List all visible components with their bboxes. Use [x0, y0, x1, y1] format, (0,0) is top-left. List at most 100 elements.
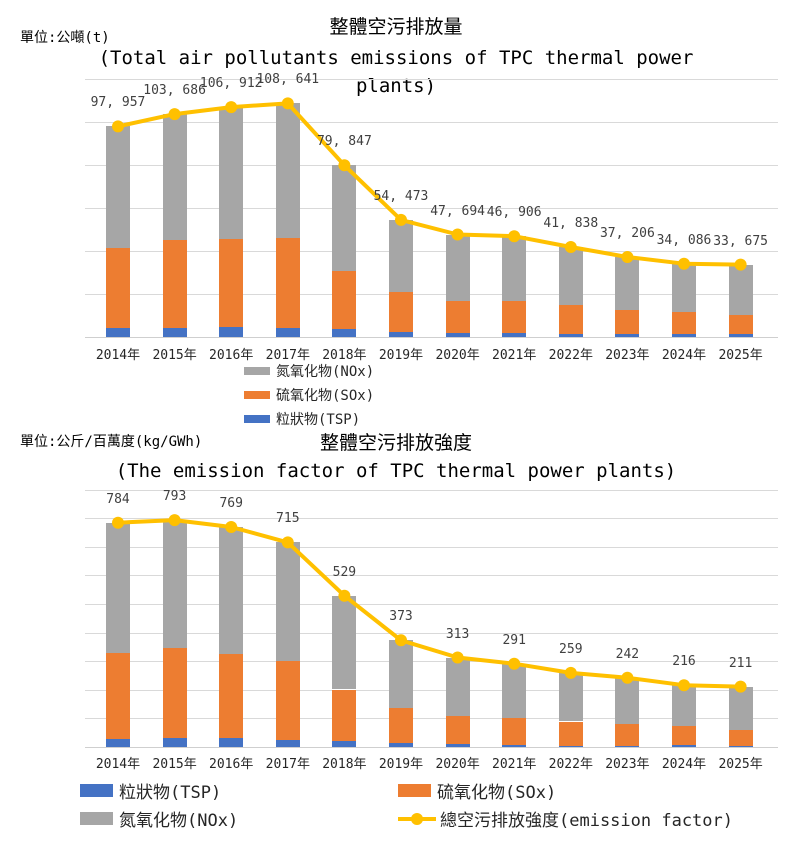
bar-segment-sox [502, 717, 527, 745]
bar-segment-nox [389, 640, 413, 709]
bar-segment-sox [389, 291, 413, 333]
bar-segment-nox [672, 263, 696, 313]
x-axis-label: 2021年 [492, 757, 537, 772]
bar-segment-nox [445, 657, 470, 716]
x-axis-label: 2017年 [265, 757, 310, 772]
legend-marker-dot [411, 812, 423, 825]
x-axis-label: 2023年 [605, 348, 650, 363]
legend-label: 硫氧化物(SOx) [276, 388, 375, 404]
bar-segment-nox [106, 522, 130, 653]
x-axis-label: 2017年 [265, 348, 310, 363]
legend-item: 總空污排放強度(emission factor) [398, 806, 733, 831]
bar-segment-nox [728, 686, 753, 730]
bar-segment-tsp [106, 328, 130, 337]
legend-item: 粒狀物(TSP) [80, 778, 221, 803]
emissions-chart-title: 整體空污排放量 [329, 16, 463, 38]
data-label: 529 [332, 564, 357, 580]
bar-segment-tsp [332, 329, 357, 337]
bar-segment-nox [502, 236, 527, 301]
bar-segment-tsp [445, 332, 470, 337]
x-axis-label: 2024年 [661, 757, 707, 772]
legend-label: 氮氧化物(NOx) [276, 364, 375, 380]
data-label: 103, 686 [143, 83, 206, 99]
x-axis-label: 2020年 [435, 348, 480, 363]
x-axis-label: 2014年 [95, 348, 141, 363]
gridline [85, 489, 778, 491]
legend-item: 氮氧化物(NOx) [244, 361, 374, 381]
bar-segment-sox [615, 723, 640, 746]
data-label: 373 [389, 609, 413, 625]
data-label: 769 [219, 496, 243, 511]
bar-segment-tsp [672, 745, 696, 747]
gridline [85, 575, 778, 577]
data-label: 259 [559, 641, 583, 657]
data-label: 216 [672, 654, 696, 670]
bar-segment-sox [332, 689, 357, 741]
gridline [85, 518, 778, 520]
emissions-chart-subtitle: (Total air pollutants emissions of TPC t… [76, 44, 716, 100]
bar-segment-nox [615, 257, 640, 310]
x-axis-line [85, 747, 778, 748]
emissions-legend: 氮氧化物(NOx) 硫氧化物(SOx) 粒狀物(TSP) [244, 361, 374, 429]
bar-segment-nox [672, 685, 696, 726]
bar-segment-nox [502, 663, 527, 718]
bar-segment-nox [728, 264, 753, 315]
bar-segment-tsp [728, 745, 753, 747]
legend-swatch-nox_gray [80, 812, 113, 825]
x-axis-label: 2014年 [95, 757, 141, 772]
bar-segment-tsp [728, 334, 753, 337]
data-label: 41, 838 [543, 216, 599, 231]
data-label: 784 [106, 491, 130, 507]
bar-segment-sox [728, 314, 753, 335]
x-axis-label: 2015年 [152, 757, 197, 772]
data-label: 211 [728, 655, 753, 671]
bar-segment-tsp [502, 745, 527, 747]
data-label: 106, 912 [199, 76, 263, 92]
bar-segment-sox [558, 305, 583, 334]
bar-segment-sox [275, 660, 300, 740]
bar-segment-sox [445, 715, 470, 745]
bar-segment-nox [389, 219, 413, 292]
bar-segment-sox [162, 240, 187, 328]
x-axis-label: 2024年 [661, 348, 707, 363]
bar-segment-tsp [332, 741, 357, 747]
data-label: 37, 206 [599, 226, 655, 241]
legend-item: 粒狀物(TSP) [244, 409, 374, 429]
bar-segment-sox [162, 648, 187, 738]
bar-segment-sox [502, 300, 527, 333]
bar-segment-nox [106, 126, 130, 248]
data-label: 54, 473 [373, 188, 429, 204]
x-axis-label: 2018年 [322, 348, 367, 363]
x-axis-label: 2020年 [435, 757, 480, 772]
bar-segment-tsp [162, 327, 187, 337]
data-label: 242 [615, 646, 640, 662]
bar-segment-tsp [219, 327, 244, 337]
legend-swatch-line-marker [398, 812, 436, 826]
bar-segment-tsp [389, 332, 413, 337]
legend-swatch-sox_orange [244, 391, 270, 399]
data-label: 793 [162, 489, 187, 505]
bar-segment-nox [445, 234, 470, 301]
legend-label: 氮氧化物(NOx) [119, 811, 239, 831]
data-label: 291 [502, 632, 526, 648]
bar-segment-sox [615, 309, 640, 334]
data-label: 97, 957 [90, 95, 146, 111]
bar-segment-nox [162, 520, 187, 649]
data-label: 34, 086 [656, 232, 712, 248]
legend-swatch-sox_orange [398, 784, 431, 797]
x-axis-label: 2025年 [718, 757, 763, 772]
bar-segment-sox [219, 654, 244, 739]
bar-segment-tsp [558, 333, 583, 337]
bar-segment-tsp [672, 334, 696, 337]
bar-segment-sox [672, 725, 696, 746]
bar-segment-tsp [219, 738, 244, 747]
legend-label: 總空污排放強度(emission factor) [440, 811, 733, 831]
legend-item: 硫氧化物(SOx) [244, 385, 374, 405]
bar-segment-sox [106, 652, 130, 739]
bar-segment-tsp [615, 745, 640, 747]
x-axis-label: 2023年 [605, 757, 650, 772]
emissions-unit-label: 單位:公噸(t) [20, 30, 110, 46]
bar-segment-tsp [162, 737, 187, 747]
gridline [85, 122, 778, 123]
